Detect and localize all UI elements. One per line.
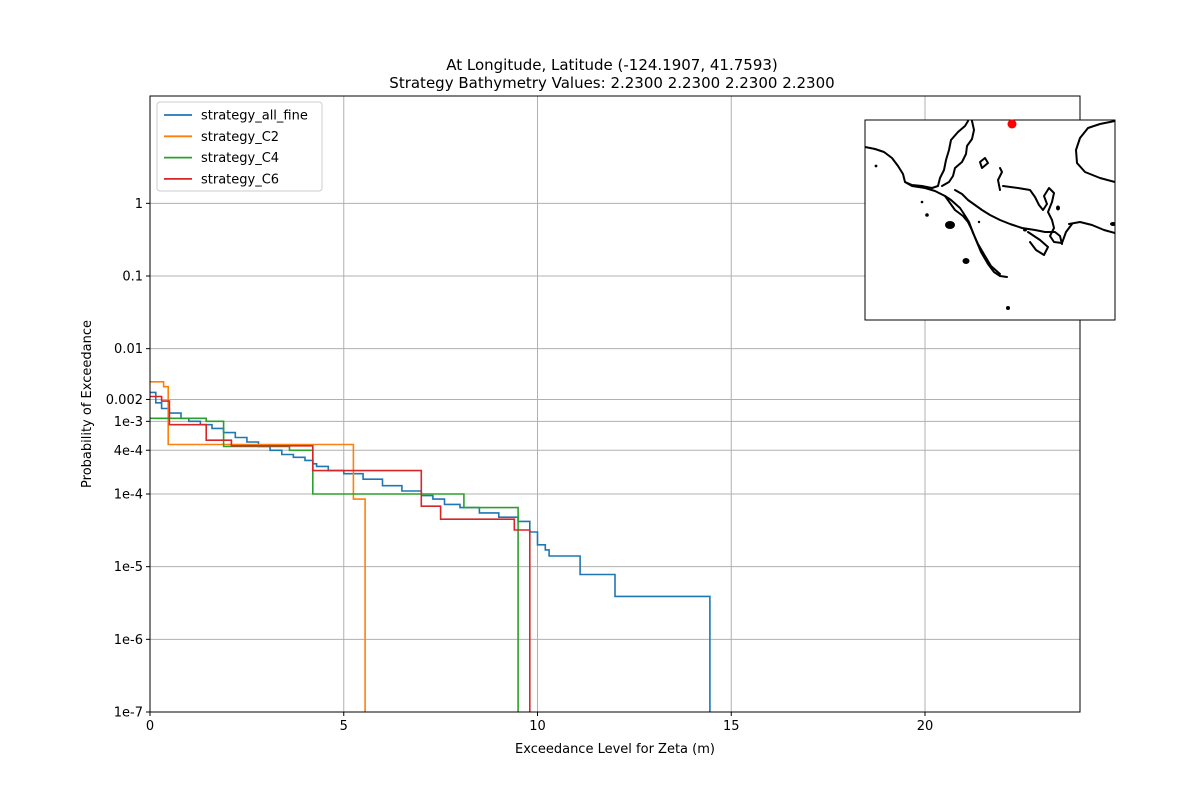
y-tick-label: 0.01 — [114, 342, 143, 357]
y-tick-label: 0.002 — [106, 393, 143, 408]
location-marker — [1007, 119, 1017, 129]
y-tick-label: 1e-5 — [114, 560, 143, 575]
chart-title: At Longitude, Latitude (-124.1907, 41.75… — [446, 56, 778, 74]
x-axis-label: Exceedance Level for Zeta (m) — [515, 742, 715, 757]
ticks: 0 5 10 15 20 1 0.1 0.01 0.002 1e-3 4e-4 1e-4 1e-5 1e-… — [106, 197, 933, 734]
plot-frame — [149, 95, 1081, 713]
x-tick-label: 20 — [917, 719, 934, 734]
legend: strategy_all_fine strategy_C2 strategy_C4s… — [156, 101, 323, 192]
chart-subtitle: Strategy Bathymetry Values: 2.2300 2.230… — [389, 74, 834, 92]
y-tick-label: 4e-4 — [114, 444, 143, 459]
x-tick-label: 0 — [146, 719, 154, 734]
legend-box — [156, 101, 323, 192]
inset-map — [864, 119, 1116, 321]
legend-label-strategy_C6: strategy_C6 — [201, 172, 279, 187]
y-tick-label: 1e-3 — [114, 415, 143, 430]
x-tick-label: 10 — [529, 719, 546, 734]
y-tick-label: 1e-7 — [114, 706, 143, 721]
y-tick-label: 1e-4 — [114, 488, 143, 503]
y-tick-label: 0.1 — [122, 270, 143, 285]
legend-label-strategy_C2: strategy_C2 — [201, 130, 279, 145]
y-tick-label: 1 — [135, 197, 143, 212]
series-line-strategy_C4 — [150, 417, 519, 712]
x-tick-label: 15 — [723, 719, 740, 734]
y-tick-label: 1e-6 — [114, 633, 143, 648]
series-layer — [150, 381, 711, 712]
inset-map-frame — [864, 119, 1116, 321]
legend-label-strategy_all_fine: strategy_all_fine — [201, 109, 308, 124]
inset-islands — [874, 164, 1115, 310]
y-axis-label: Probability of Exceedance — [80, 320, 95, 488]
inset-coastline — [865, 120, 1115, 278]
series-line-strategy_C6 — [150, 395, 531, 712]
x-tick-label: 5 — [340, 719, 348, 734]
series-line-strategy_C2 — [150, 381, 366, 712]
legend-label-strategy_C4: strategy_C4 — [201, 151, 279, 166]
